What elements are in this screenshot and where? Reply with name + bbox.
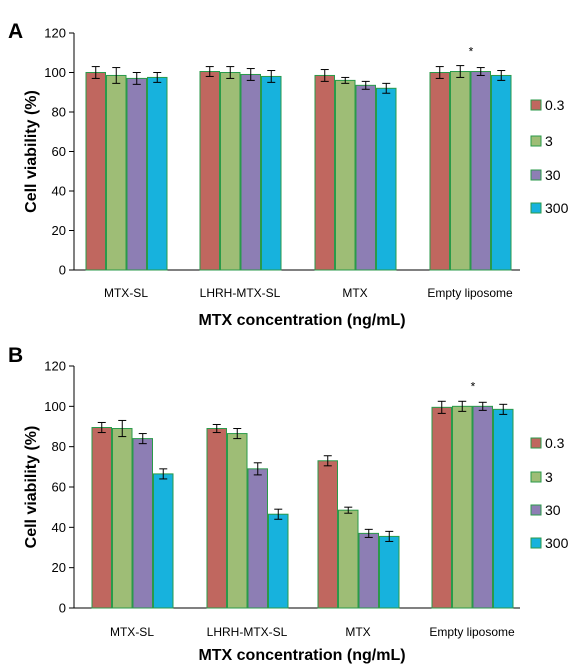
panel-letter: A <box>8 20 23 43</box>
bar-b-cat2-s0 <box>317 460 338 609</box>
y-tick-label: 40 <box>52 520 66 535</box>
bar-b-cat0-s3 <box>153 473 174 609</box>
legend-swatch <box>530 202 542 214</box>
bar-a-cat3-s3 <box>491 74 512 271</box>
bar-a-cat0-s1 <box>106 74 127 271</box>
x-tick-label: MTX <box>345 625 370 639</box>
x-tick-label: Empty liposome <box>427 286 513 300</box>
bar-b-cat1-s3 <box>268 513 289 609</box>
y-tick-label: 60 <box>52 480 66 495</box>
bar-b-cat0-s1 <box>112 428 133 609</box>
x-tick-label: LHRH-MTX-SL <box>200 286 281 300</box>
bar-b-cat2-s3 <box>379 535 400 609</box>
bar-a-cat0-s3 <box>147 76 168 271</box>
y-tick-label: 80 <box>52 105 66 120</box>
significance-annotation: * <box>469 45 474 59</box>
legend-label: 30 <box>545 502 561 518</box>
y-tick-label: 80 <box>52 439 66 454</box>
chart-panel-a: A 0 20 40 60 80 100 120 MTX-SL LHRH-MTX-SL MTX Empt… <box>8 20 568 329</box>
bar-a-cat0-s0 <box>85 72 106 271</box>
bar-b-cat3-s1 <box>452 405 473 609</box>
legend-label: 300 <box>545 200 568 216</box>
bar-b-cat3-s3 <box>493 408 514 609</box>
bar-b-cat1-s0 <box>206 428 227 609</box>
legend-swatch <box>530 437 542 449</box>
x-tick-label: Empty liposome <box>429 625 515 639</box>
y-tick-label: 120 <box>44 359 66 374</box>
y-tick-label: 60 <box>52 144 66 159</box>
bar-a-cat3-s1 <box>450 71 471 271</box>
legend-label: 3 <box>545 469 553 485</box>
bar-b-cat0-s0 <box>91 427 112 609</box>
y-tick-label: 20 <box>52 560 66 575</box>
y-tick-label: 40 <box>52 184 66 199</box>
x-axis-label: MTX concentration (ng/mL) <box>198 647 405 664</box>
y-tick-label: 100 <box>44 65 66 80</box>
bar-a-cat2-s0 <box>314 74 335 271</box>
legend-swatch <box>530 504 542 516</box>
significance-annotation: * <box>471 379 476 393</box>
bar-b-cat3-s2 <box>472 405 493 609</box>
y-tick-label: 20 <box>52 223 66 238</box>
legend-label: 0.3 <box>545 97 565 113</box>
bar-b-cat3-s0 <box>431 406 452 609</box>
legend-label: 0.3 <box>545 435 565 451</box>
y-axis-label: Cell viability (%) <box>23 90 40 213</box>
legend-label: 30 <box>545 167 561 183</box>
bar-a-cat1-s1 <box>220 72 241 271</box>
bar-a-cat1-s3 <box>261 75 282 271</box>
legend-swatch <box>530 99 542 111</box>
x-tick-label: MTX <box>342 286 367 300</box>
bar-a-cat2-s1 <box>335 79 356 271</box>
y-tick-label: 120 <box>44 26 66 41</box>
bar-b-cat1-s1 <box>227 433 248 609</box>
bar-a-cat3-s2 <box>470 71 491 271</box>
bar-b-cat2-s2 <box>358 532 379 609</box>
x-tick-label: LHRH-MTX-SL <box>207 625 288 639</box>
panel-letter: B <box>8 344 23 367</box>
legend-swatch <box>530 135 542 147</box>
bar-a-cat0-s2 <box>126 77 147 271</box>
legend-swatch <box>530 471 542 483</box>
x-axis-label: MTX concentration (ng/mL) <box>198 312 405 329</box>
bar-a-cat1-s2 <box>240 73 261 271</box>
legend-swatch <box>530 537 542 549</box>
y-tick-label: 100 <box>44 399 66 414</box>
bar-b-cat0-s2 <box>132 438 153 609</box>
legend-swatch <box>530 169 542 181</box>
y-tick-label: 0 <box>59 263 66 278</box>
x-tick-label: MTX-SL <box>110 625 154 639</box>
bar-a-cat2-s2 <box>355 84 376 271</box>
y-tick-label: 0 <box>59 601 66 616</box>
legend-label: 300 <box>545 535 568 551</box>
bar-a-cat1-s0 <box>199 71 220 271</box>
bar-b-cat1-s2 <box>247 468 268 609</box>
y-axis-label: Cell viability (%) <box>23 426 40 549</box>
chart-panel-b: B 0 20 40 60 80 100 120 MTX-SL LHRH-MTX-SL MTX Empt… <box>8 344 568 664</box>
legend-label: 3 <box>545 133 553 149</box>
bar-a-cat3-s0 <box>429 72 450 271</box>
x-tick-label: MTX-SL <box>104 286 148 300</box>
bar-a-cat2-s3 <box>376 87 397 271</box>
bar-b-cat2-s1 <box>338 509 359 609</box>
